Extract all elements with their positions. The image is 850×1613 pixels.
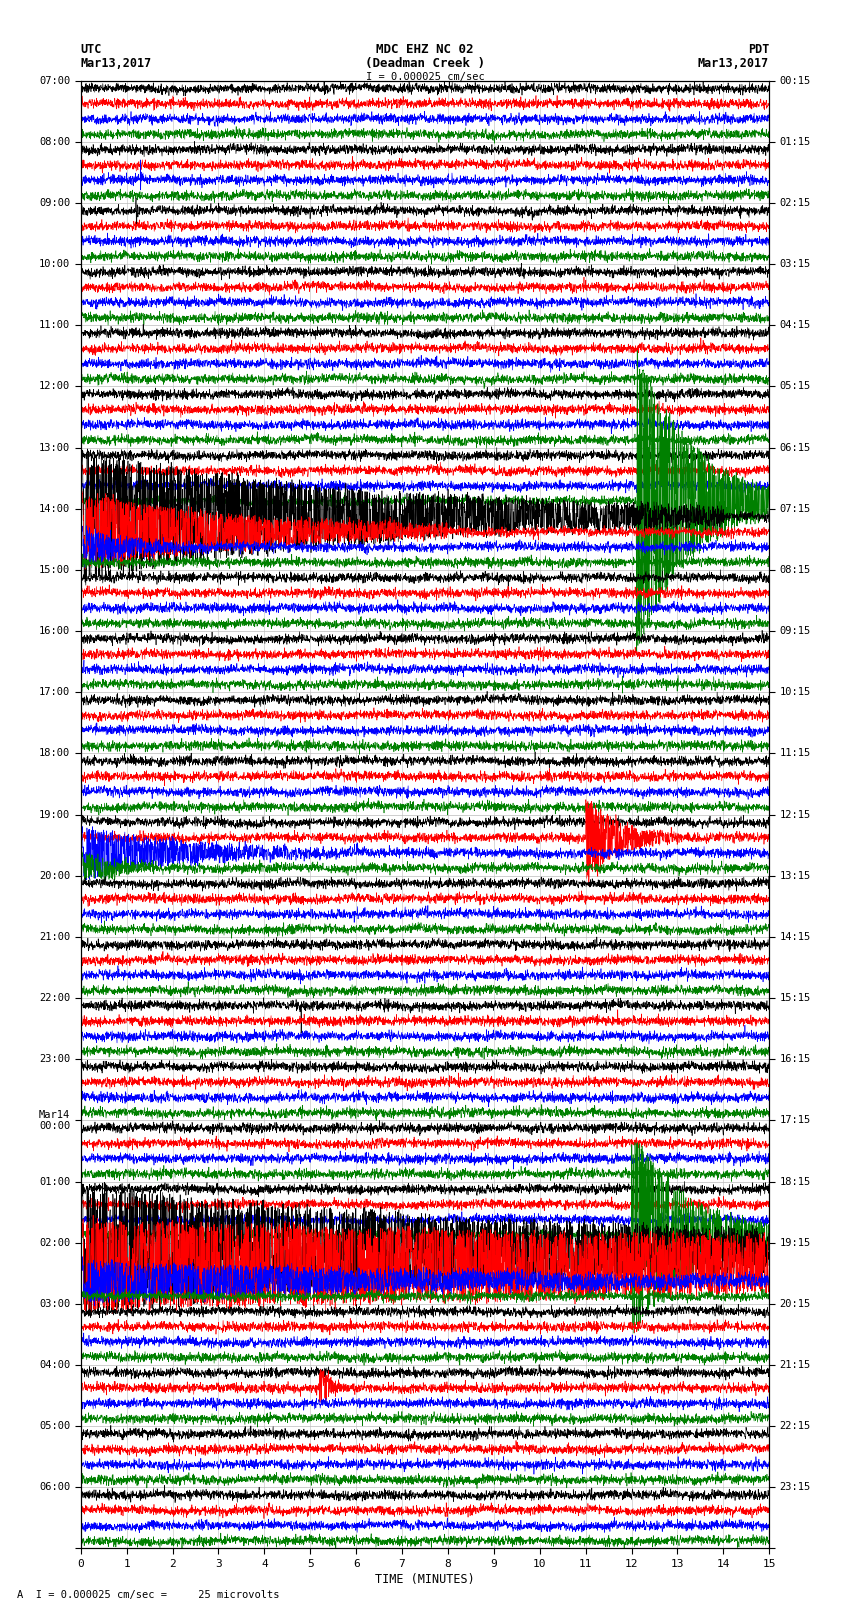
Text: Mar13,2017: Mar13,2017 <box>81 56 152 71</box>
Text: UTC: UTC <box>81 42 102 56</box>
Text: (Deadman Creek ): (Deadman Creek ) <box>365 56 485 71</box>
Text: A  I = 0.000025 cm/sec =     25 microvolts: A I = 0.000025 cm/sec = 25 microvolts <box>17 1590 280 1600</box>
X-axis label: TIME (MINUTES): TIME (MINUTES) <box>375 1573 475 1586</box>
Text: Mar13,2017: Mar13,2017 <box>698 56 769 71</box>
Text: I = 0.000025 cm/sec: I = 0.000025 cm/sec <box>366 73 484 82</box>
Text: PDT: PDT <box>748 42 769 56</box>
Text: MDC EHZ NC 02: MDC EHZ NC 02 <box>377 42 473 56</box>
